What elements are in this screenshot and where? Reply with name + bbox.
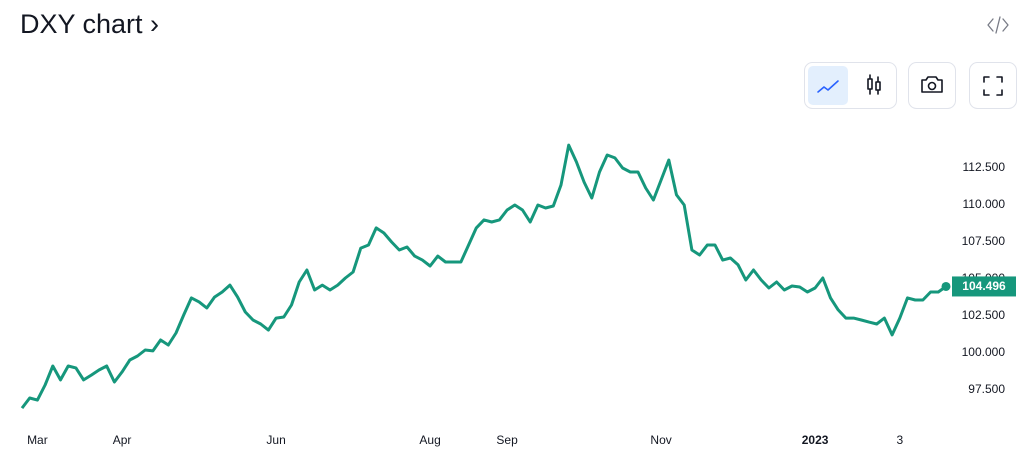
x-tick-label: Jun [266, 433, 285, 447]
y-tick-label: 112.500 [963, 160, 1006, 174]
candle-chart-button[interactable] [867, 74, 881, 95]
fullscreen-button[interactable] [969, 62, 1017, 109]
x-tick-label: Apr [113, 433, 132, 447]
y-tick-label: 97.500 [968, 382, 1005, 396]
y-tick-label: 100.000 [962, 345, 1006, 359]
y-tick-label: 102.500 [962, 308, 1006, 322]
chart-type-group [804, 62, 897, 109]
chart-title[interactable]: DXY chart › [20, 9, 159, 39]
last-value-label: 104.496 [962, 279, 1006, 293]
price-line [20, 143, 947, 410]
x-tick-label: Mar [27, 433, 48, 447]
x-tick-label: Aug [419, 433, 440, 447]
line-chart-button[interactable] [808, 66, 848, 105]
y-tick-label: 110.000 [963, 197, 1006, 211]
y-tick-label: 107.500 [962, 234, 1006, 248]
embed-icon[interactable] [987, 16, 1009, 34]
x-tick-label: 2023 [802, 433, 829, 447]
x-tick-label: Nov [650, 433, 671, 447]
x-tick-label: 3 [896, 433, 903, 447]
last-point [941, 281, 951, 291]
last-value-badge [952, 276, 1016, 297]
x-tick-label: Sep [496, 433, 518, 447]
screenshot-button[interactable] [908, 62, 956, 109]
